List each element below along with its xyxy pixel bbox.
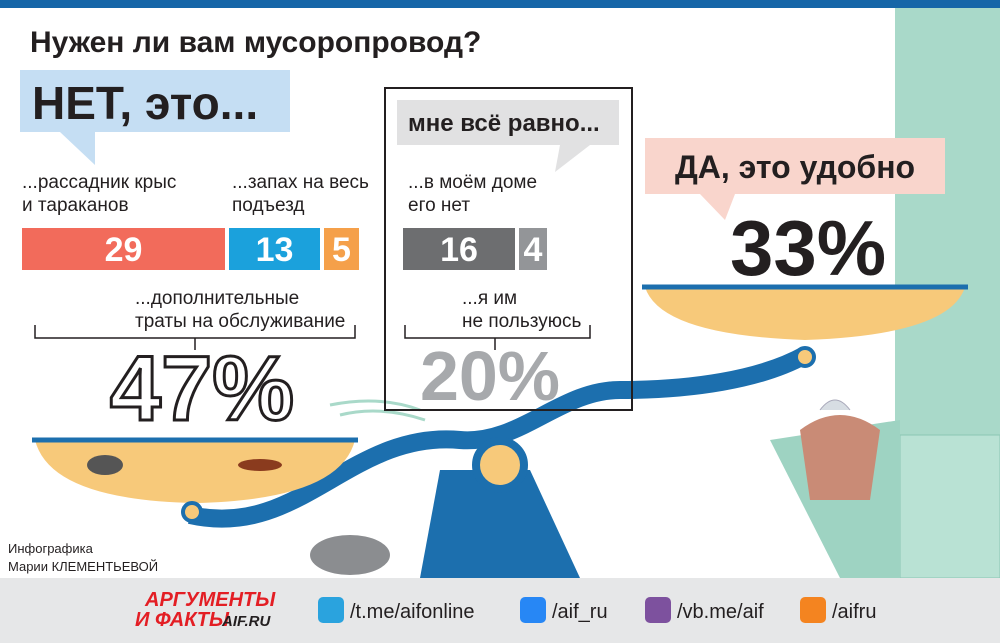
neutral-total: 20% bbox=[420, 337, 560, 415]
no-heading-tail bbox=[60, 132, 95, 165]
bar-segment bbox=[22, 228, 225, 270]
yes-total: 33% bbox=[730, 204, 886, 292]
neutral-heading-box bbox=[397, 100, 619, 145]
left-hook bbox=[181, 501, 203, 523]
no-heading: НЕТ, это... bbox=[32, 77, 258, 129]
segment-value: 16 bbox=[440, 231, 478, 269]
footer bbox=[0, 578, 1000, 643]
yes-heading-tail bbox=[700, 194, 735, 220]
neutral-heading-tail bbox=[555, 145, 590, 172]
rat-icon bbox=[310, 535, 390, 575]
right-hook bbox=[794, 346, 816, 368]
bar-segment bbox=[519, 228, 547, 270]
no-bracket bbox=[34, 325, 356, 350]
segment-label: ...запах на весь bbox=[232, 172, 369, 193]
segment-label: ...в моём доме bbox=[408, 172, 537, 193]
ant-icon bbox=[238, 459, 282, 471]
title: Нужен ли вам мусоропровод? bbox=[30, 26, 481, 59]
neutral-frame bbox=[384, 87, 633, 411]
yes-heading-box bbox=[645, 138, 945, 194]
footer-link[interactable]: /t.me/aifonline bbox=[350, 601, 475, 623]
credit-line: Инфографика bbox=[8, 541, 94, 556]
right-pan bbox=[645, 287, 965, 340]
bar-segment bbox=[324, 228, 359, 270]
segment-label: его нет bbox=[408, 195, 470, 216]
logo-line: И ФАКТЫ bbox=[135, 609, 230, 631]
trash-bag bbox=[800, 415, 880, 500]
segment-value: 4 bbox=[524, 231, 543, 269]
telegram-icon bbox=[318, 597, 344, 623]
scale-arm bbox=[188, 347, 810, 528]
bar-segment bbox=[403, 228, 515, 270]
footer-link[interactable]: /aif_ru bbox=[552, 601, 608, 623]
scale-pivot bbox=[472, 437, 528, 493]
segment-label: ...дополнительные bbox=[135, 288, 299, 309]
segment-value: 29 bbox=[105, 231, 143, 269]
smell-lines bbox=[329, 399, 426, 422]
logo-line: AIF.RU bbox=[221, 613, 272, 630]
left-pan bbox=[35, 440, 355, 503]
segment-label: подъезд bbox=[232, 195, 305, 216]
segment-value: 13 bbox=[256, 231, 294, 269]
neutral-bracket bbox=[404, 325, 591, 350]
no-heading-box bbox=[20, 70, 290, 132]
neutral-heading: мне всё равно... bbox=[408, 110, 600, 137]
yes-heading: ДА, это удобно bbox=[675, 149, 915, 185]
bag-top bbox=[819, 399, 851, 411]
segment-label: ...рассадник крыс bbox=[22, 172, 176, 193]
credit-line: Марии КЛЕМЕНТЬЕВОЙ bbox=[8, 559, 158, 574]
segment-value: 5 bbox=[332, 231, 351, 269]
fly-icon bbox=[87, 455, 123, 475]
footer-link[interactable]: /vb.me/aif bbox=[677, 601, 764, 623]
vk-icon bbox=[520, 597, 546, 623]
segment-label: траты на обслуживание bbox=[135, 311, 345, 332]
chute bbox=[899, 434, 1000, 579]
viber-icon bbox=[645, 597, 671, 623]
top-band bbox=[0, 0, 1000, 8]
footer-link[interactable]: /aifru bbox=[832, 601, 876, 623]
ok-icon bbox=[800, 597, 826, 623]
segment-label: и тараканов bbox=[22, 195, 129, 216]
no-total: 47% bbox=[110, 338, 294, 440]
segment-label: не пользуюсь bbox=[462, 311, 582, 332]
bar-segment bbox=[229, 228, 320, 270]
logo-line: АРГУМЕНТЫ bbox=[144, 589, 276, 611]
segment-label: ...я им bbox=[462, 288, 517, 309]
scale-stand bbox=[420, 470, 580, 578]
